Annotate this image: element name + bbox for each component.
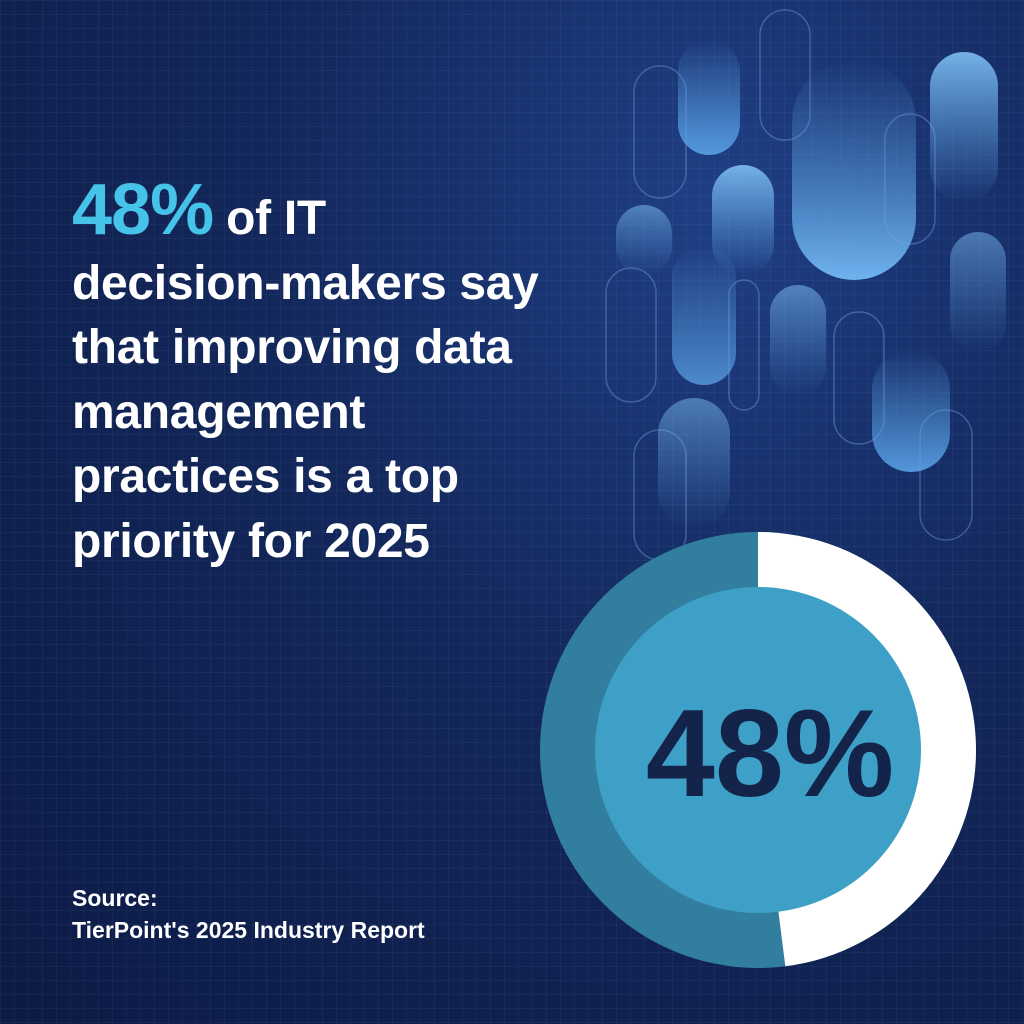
source-name: TierPoint's 2025 Industry Report	[72, 917, 425, 943]
donut-inner-disc	[595, 587, 921, 913]
source-label: Source:	[72, 885, 158, 911]
headline: 48% of IT decision-makers say that impro…	[72, 174, 542, 574]
donut-center-label: 48%	[646, 685, 894, 823]
headline-text: of IT decision-makers say that improving…	[72, 192, 539, 568]
source-note: Source: TierPoint's 2025 Industry Report	[72, 882, 425, 946]
headline-highlight: 48%	[72, 170, 214, 250]
